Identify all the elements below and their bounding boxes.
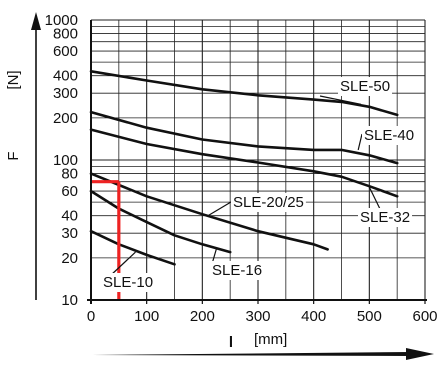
- series-label-sle-20-25: SLE-20/25: [233, 194, 304, 211]
- x-tick-label: 200: [190, 308, 215, 325]
- series-leader-sle-20-25: [207, 201, 232, 217]
- series-label-bg: [358, 208, 413, 227]
- grid: [90, 19, 426, 301]
- series-line-sle-20-25: [89, 172, 329, 251]
- y-axis-unit: [N]: [5, 70, 22, 89]
- x-tick-label: 100: [134, 308, 159, 325]
- series-label-bg: [338, 77, 393, 96]
- x-tick-label: 500: [357, 308, 382, 325]
- y-tick-label: 200: [53, 110, 78, 127]
- series-lines: [89, 70, 399, 266]
- x-tick-label: 0: [87, 308, 95, 325]
- series-label-sle-10: SLE-10: [103, 274, 153, 291]
- series-label-sle-50: SLE-50: [340, 78, 390, 95]
- x-tick-label: 600: [412, 308, 437, 325]
- series-label-sle-16: SLE-16: [212, 262, 262, 279]
- y-tick-label: 60: [61, 183, 78, 200]
- series-label-sle-32: SLE-32: [360, 209, 410, 226]
- y-axis-symbol: F: [5, 151, 22, 160]
- series-leader-sle-40: [357, 133, 363, 151]
- y-tick-label: 600: [53, 43, 78, 60]
- y-tick-label: 10: [61, 292, 78, 309]
- series-line-sle-32: [89, 128, 399, 198]
- y-tick-label: 100: [53, 152, 78, 169]
- y-tick-label: 20: [61, 250, 78, 267]
- y-tick-label: 300: [53, 85, 78, 102]
- series-labels: SLE-50 SLE-40 SLE-32 SLE-20/25 SLE-16 SLE-10: [101, 77, 417, 292]
- x-arrow-head: [406, 348, 434, 360]
- series-leader-sle-10: [109, 251, 136, 277]
- series-line-sle-40: [89, 110, 399, 165]
- series-leader-sle-32: [368, 186, 381, 210]
- series-label-bg: [231, 193, 306, 212]
- y-tick-label: 800: [53, 26, 78, 43]
- y-tick-label: 40: [61, 208, 78, 225]
- x-tick-label: 400: [301, 308, 326, 325]
- series-label-bg: [101, 273, 156, 292]
- series-label-bg: [362, 126, 417, 145]
- y-tick-label: 1000: [45, 12, 78, 29]
- series-leader-sle-50: [319, 95, 362, 105]
- y-tick-label: 30: [61, 225, 78, 242]
- x-axis-symbol: l: [229, 334, 233, 351]
- x-tick-label: 300: [245, 308, 270, 325]
- y-arrow-head: [31, 12, 41, 30]
- y-tick-label: 80: [61, 166, 78, 183]
- axes: [31, 12, 434, 360]
- series-line-sle-50: [89, 70, 399, 117]
- x-arrow-shaft: [92, 352, 410, 356]
- y-tick-label: 400: [53, 68, 78, 85]
- series-line-sle-10: [89, 229, 176, 266]
- x-axis-unit: [mm]: [254, 331, 287, 348]
- series-label-bg: [210, 261, 265, 280]
- series-label-sle-40: SLE-40: [364, 127, 414, 144]
- series-line-sle-16: [89, 189, 232, 254]
